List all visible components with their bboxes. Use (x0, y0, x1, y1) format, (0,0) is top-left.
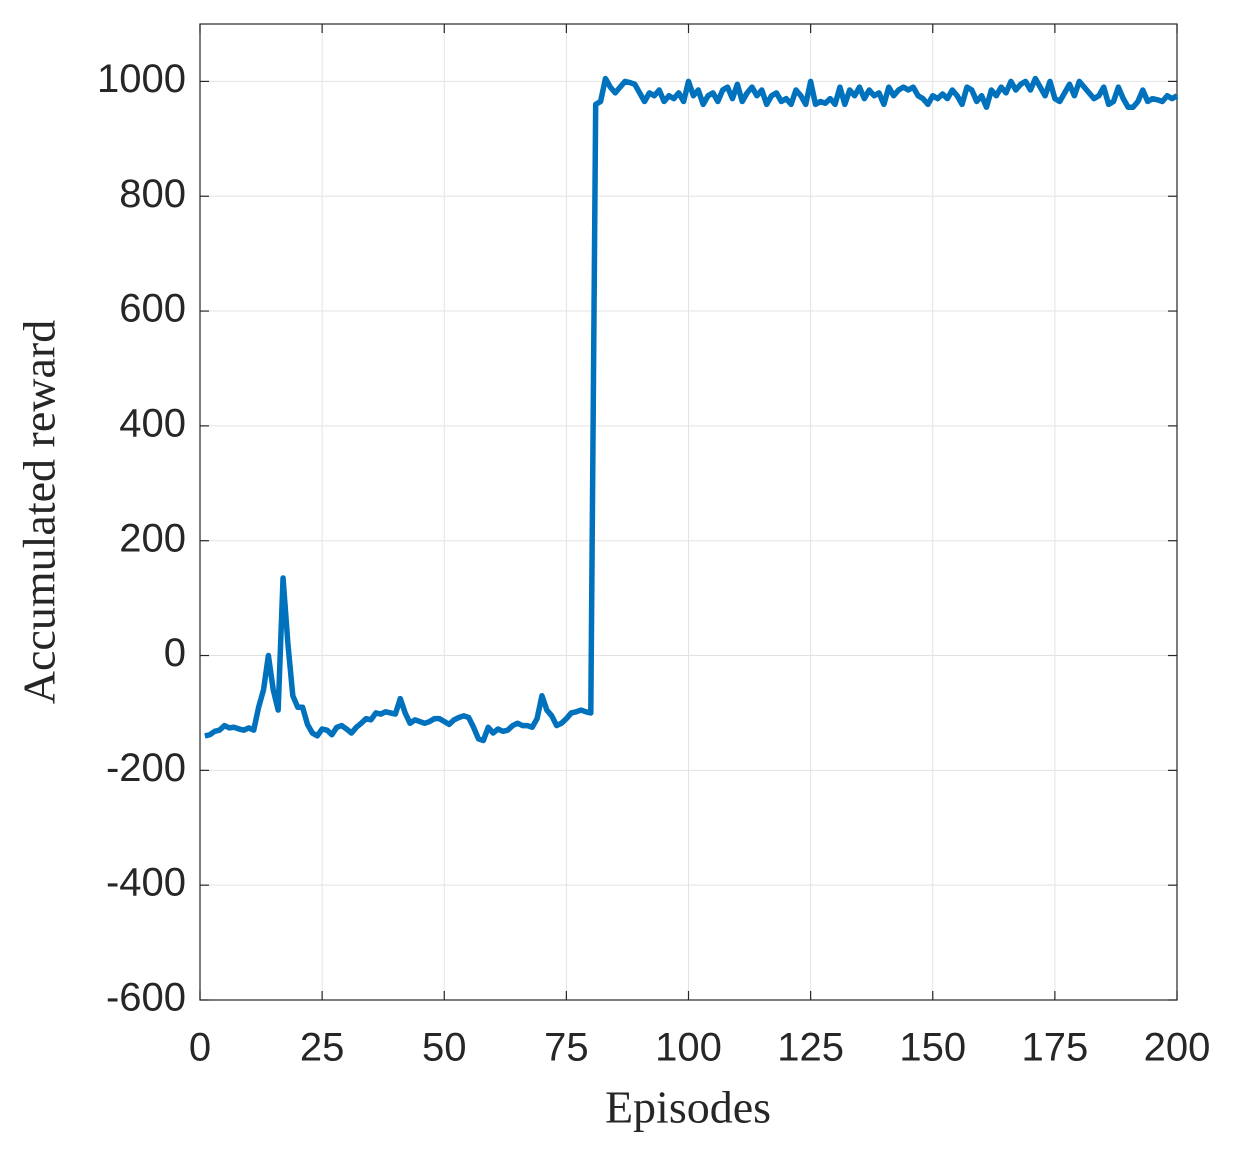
y-tick-label: 0 (164, 631, 186, 675)
x-tick-label: 0 (189, 1026, 211, 1070)
x-tick-label: 125 (777, 1026, 844, 1070)
y-tick-label: -200 (106, 746, 186, 790)
x-tick-label: 25 (300, 1026, 345, 1070)
x-tick-label: 200 (1144, 1026, 1211, 1070)
data-line (204, 75, 1179, 744)
y-tick-label: 400 (119, 401, 186, 445)
x-tick-label: 150 (899, 1026, 966, 1070)
x-tick-label: 100 (655, 1026, 722, 1070)
x-tick-label: 175 (1022, 1026, 1089, 1070)
y-tick-label: 600 (119, 287, 186, 331)
y-tick-label: 200 (119, 516, 186, 560)
x-axis-label: Episodes (605, 1082, 771, 1133)
x-tick-label: 75 (544, 1026, 589, 1070)
y-tick-label: -600 (106, 976, 186, 1020)
plot-frame (199, 23, 1178, 1001)
y-tick-label: -400 (106, 861, 186, 905)
x-tick-label: 50 (422, 1026, 467, 1070)
y-axis-label: Accumulated reward (14, 320, 65, 704)
y-tick-label: 1000 (97, 57, 186, 101)
y-tick-label: 800 (119, 172, 186, 216)
